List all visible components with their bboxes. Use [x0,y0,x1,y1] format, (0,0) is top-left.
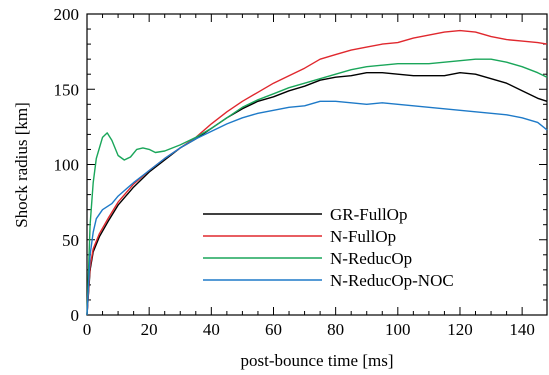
y-axis: 0 50 100 150 200 [54,5,547,325]
y-tick-label: 0 [71,306,80,325]
legend-label-n-fullop: N-FullOp [330,227,396,246]
legend-label-gr-fullop: GR-FullOp [330,205,407,224]
x-tick-label: 80 [327,320,344,339]
x-tick-label: 120 [447,320,473,339]
series-line-n-fullop [86,29,548,316]
y-tick-label: 150 [54,80,80,99]
series-line-n-reducop [86,58,548,316]
x-tick-label: 60 [265,320,282,339]
legend: GR-FullOp N-FullOp N-ReducOp N-ReducOp-NOC [203,205,454,290]
x-axis: 0 20 40 60 80 100 120 140 [83,14,535,339]
y-tick-label: 50 [62,231,79,250]
y-tick-label: 100 [54,156,80,175]
y-axis-title: Shock radius [km] [12,102,31,228]
x-tick-label: 0 [83,320,92,339]
series-line-gr-fullop [86,72,548,316]
x-tick-label: 100 [385,320,411,339]
x-tick-label: 140 [509,320,535,339]
series-lines [86,29,548,316]
x-axis-title: post-bounce time [ms] [241,351,394,370]
legend-label-n-reducop: N-ReducOp [330,249,412,268]
y-tick-label: 200 [54,5,80,24]
legend-label-n-reducop-noc: N-ReducOp-NOC [330,271,454,290]
series-line-n-reducop-noc [86,100,548,316]
x-tick-label: 20 [141,320,158,339]
x-tick-label: 40 [203,320,220,339]
